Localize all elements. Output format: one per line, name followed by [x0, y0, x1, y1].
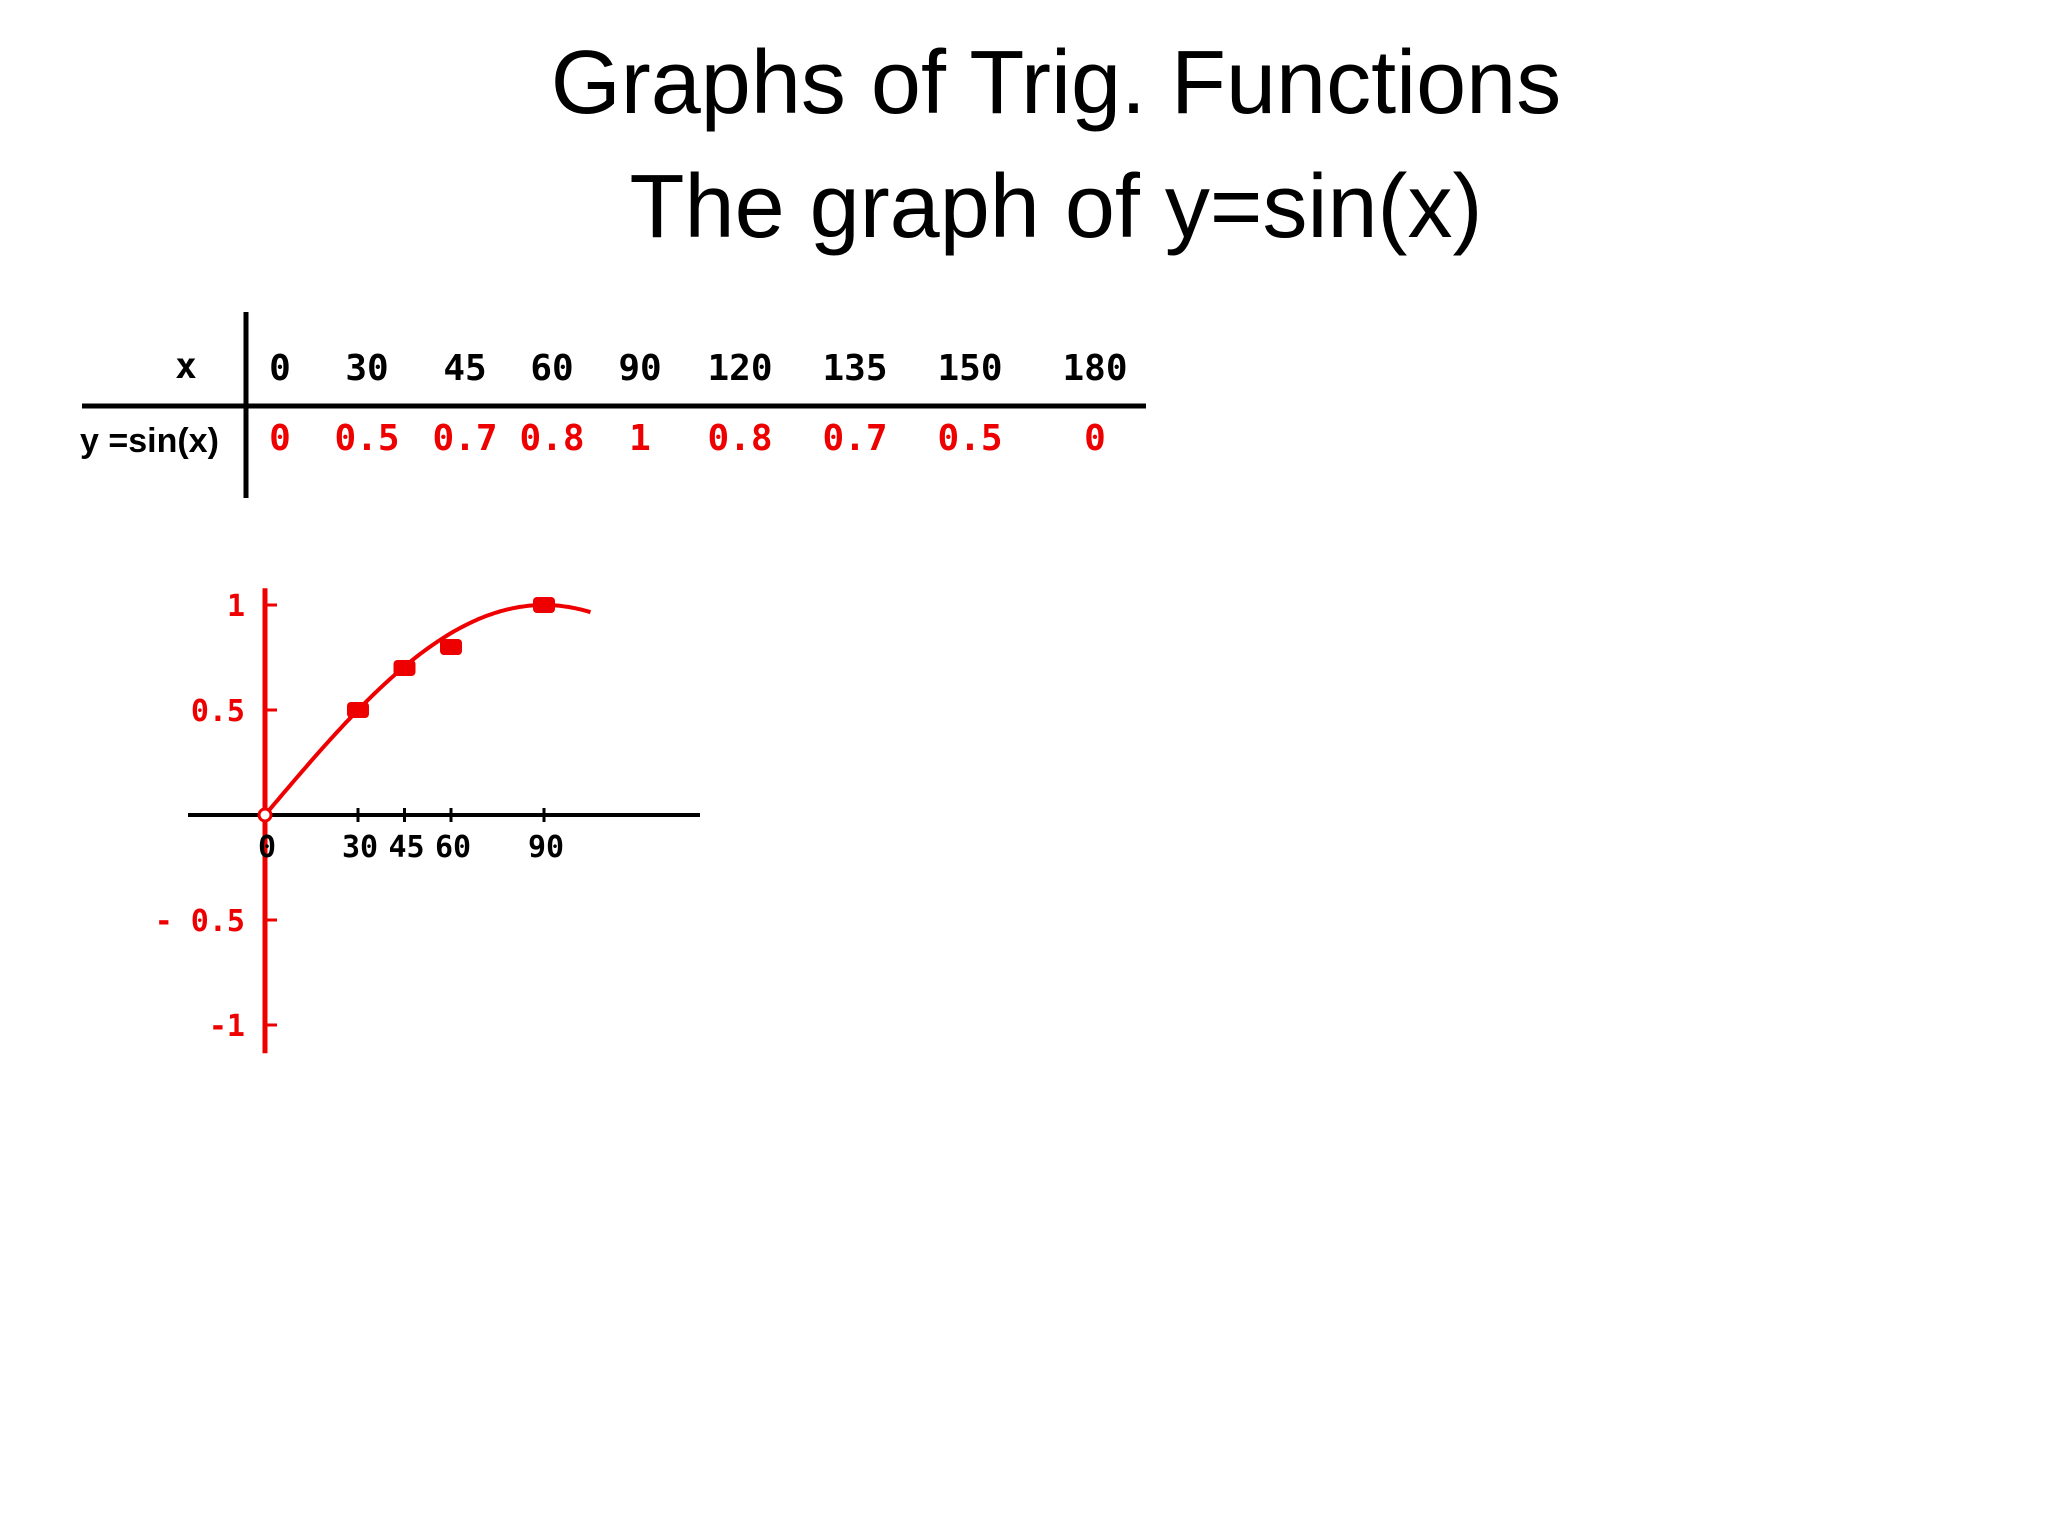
y-tick-label: -1	[209, 1009, 245, 1044]
table-y-cell: 0.5	[937, 418, 1002, 459]
slide-title: Graphs of Trig. Functions	[550, 33, 1562, 133]
data-point	[347, 702, 369, 718]
table-x-cell: 60	[530, 348, 573, 389]
table-y-header: y =sin(x)	[80, 422, 219, 460]
table-y-cell: 1	[629, 418, 651, 459]
series-line	[263, 603, 592, 817]
x-tick-label: 90	[528, 830, 564, 865]
table-y-cell: 0.7	[822, 418, 887, 459]
table-x-cell: 45	[443, 348, 486, 389]
x-tick-label: 45	[388, 830, 424, 865]
data-point	[440, 639, 462, 655]
y-tick-label: 0.5	[191, 694, 245, 729]
table-x-cell: 30	[345, 348, 388, 389]
y-tick-label: - 0.5	[155, 904, 245, 939]
table-x-cell: 135	[822, 348, 887, 389]
table-y-cell: 0.8	[519, 418, 584, 459]
data-point	[533, 597, 555, 613]
y-tick-label: 1	[227, 589, 245, 624]
table-x-cell: 90	[618, 348, 661, 389]
x-tick-label: 60	[435, 830, 471, 865]
table-y-cell: 0.5	[334, 418, 399, 459]
table-x-cell: 150	[937, 348, 1002, 389]
x-tick-label: 30	[342, 830, 378, 865]
sine-chart: 0 30 45 60 90 1 0.5 - 0.5 -1	[155, 588, 700, 1054]
table-y-cell: 0.8	[707, 418, 772, 459]
table-x-cell: 120	[707, 348, 772, 389]
x-tick-label: 0	[258, 830, 276, 865]
values-table: x y =sin(x) 0 30 45 60 90 120 135 150 180 0 0.5 0.…	[80, 312, 1146, 498]
table-x-header: x	[175, 346, 197, 387]
table-x-cell: 180	[1062, 348, 1127, 389]
table-y-cell: 0.7	[432, 418, 497, 459]
data-point	[257, 807, 273, 823]
table-y-cell: 0	[269, 418, 291, 459]
table-x-cell: 0	[269, 348, 291, 389]
table-y-cell: 0	[1084, 418, 1106, 459]
slide-subtitle: The graph of y=sin(x)	[629, 157, 1483, 257]
data-point	[393, 660, 416, 676]
